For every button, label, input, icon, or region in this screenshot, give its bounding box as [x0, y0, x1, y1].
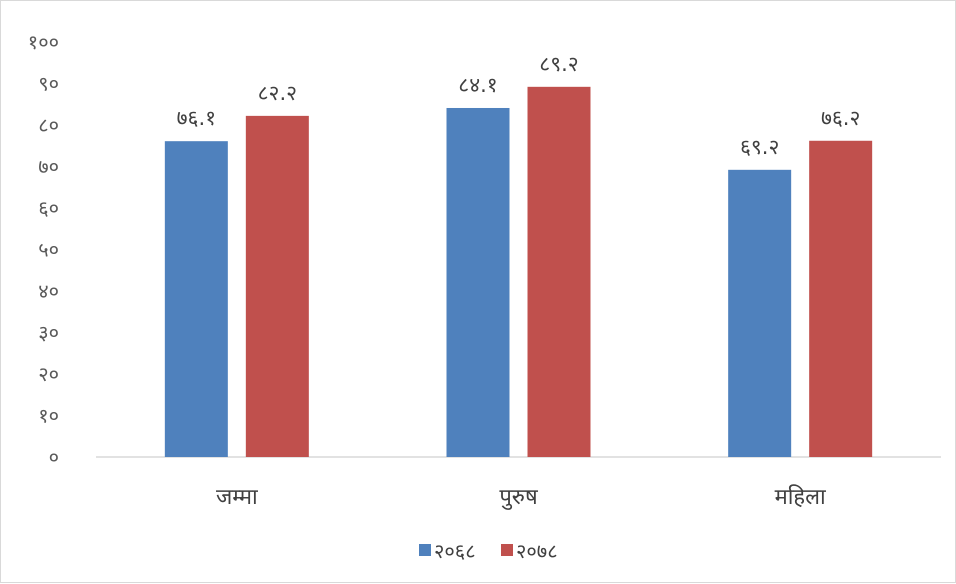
- data-label: ८२.२: [258, 81, 297, 105]
- y-tick-label: ८०: [38, 113, 59, 137]
- data-label: ६९.२: [740, 135, 779, 159]
- category-label: जम्मा: [216, 485, 258, 510]
- y-tick-label: ९०: [38, 72, 59, 96]
- data-label: ८९.२: [539, 52, 578, 76]
- legend-label: २०७८: [516, 539, 558, 563]
- y-tick-label: ७०: [38, 155, 59, 179]
- bar: [527, 86, 591, 457]
- bar: [809, 140, 873, 457]
- y-tick-label: १००: [28, 30, 59, 54]
- y-tick-label: २०: [38, 362, 59, 386]
- legend-swatch: [419, 544, 431, 556]
- data-labels: ७६.१ ८२.२ ८४.१ ८९.२ ६९.२ ७६.२: [177, 52, 861, 159]
- bar: [728, 169, 792, 457]
- category-label: महिला: [775, 484, 826, 510]
- y-tick-label: ०: [49, 445, 59, 469]
- bar: [164, 141, 228, 457]
- y-tick-label: ६०: [38, 196, 59, 220]
- y-tick-label: ३०: [38, 321, 59, 345]
- data-label: ७६.२: [821, 106, 860, 130]
- y-tick-label: ४०: [38, 279, 59, 303]
- y-tick-label: १०: [38, 404, 59, 428]
- legend-label: २०६८: [434, 539, 476, 563]
- y-axis-tick-labels: ० १० २० ३० ४० ५० ६० ७० ८० ९० १००: [28, 30, 59, 469]
- bar: [245, 115, 309, 458]
- y-tick-label: ५०: [38, 238, 59, 262]
- category-labels: जम्मा पुरुष महिला: [216, 484, 826, 510]
- legend-swatch: [501, 544, 513, 556]
- category-label: पुरुष: [499, 485, 539, 510]
- data-label: ७६.१: [177, 106, 216, 130]
- legend: २०६८ २०७८: [419, 539, 558, 563]
- bar: [446, 107, 510, 458]
- bars: [164, 86, 873, 458]
- data-label: ८४.१: [458, 73, 497, 97]
